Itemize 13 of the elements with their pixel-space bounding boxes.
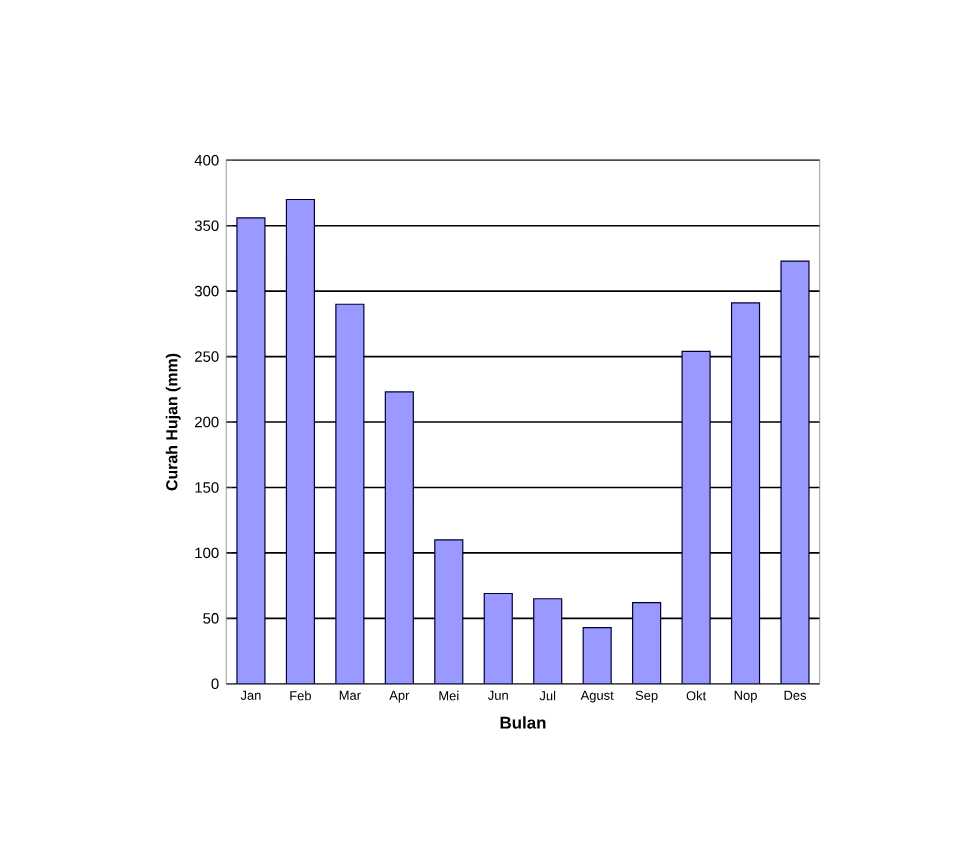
bar [384, 391, 414, 684]
bar [434, 539, 464, 684]
bar [632, 602, 662, 684]
bar [285, 198, 315, 684]
bar [681, 350, 711, 684]
bar [780, 260, 810, 684]
bar [533, 598, 563, 684]
bar [236, 217, 266, 684]
bar [582, 626, 612, 684]
bar [335, 303, 365, 684]
x-axis-title: Bulan [500, 716, 546, 729]
bar [730, 302, 761, 684]
bar [484, 593, 513, 684]
